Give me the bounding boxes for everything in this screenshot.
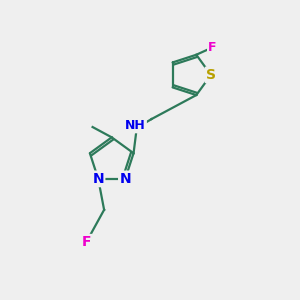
Text: F: F — [208, 41, 217, 54]
Text: N: N — [92, 172, 104, 186]
Text: S: S — [206, 68, 216, 82]
Text: F: F — [82, 235, 91, 249]
Text: NH: NH — [125, 119, 146, 132]
Text: N: N — [119, 172, 131, 186]
